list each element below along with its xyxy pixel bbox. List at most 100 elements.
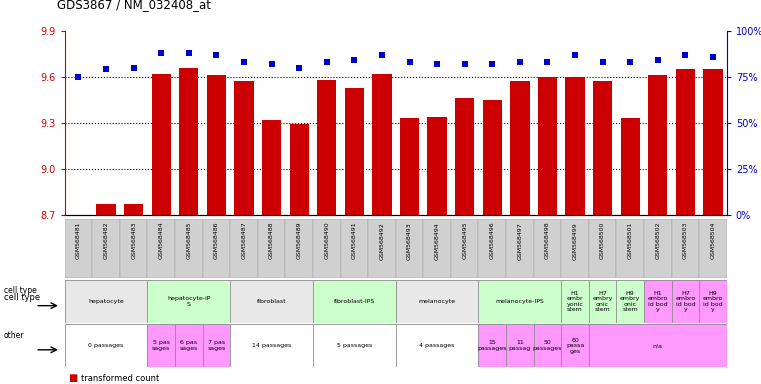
Bar	[151, 74, 171, 215]
Text: H9
embry
onic
stem: H9 embry onic stem	[620, 291, 641, 312]
Text: GSM568488: GSM568488	[269, 222, 274, 259]
Bar	[671, 280, 699, 323]
Bar	[400, 118, 419, 215]
Text: 60
passa
ges: 60 passa ges	[566, 338, 584, 354]
Text: hepatocyte: hepatocyte	[88, 299, 124, 304]
Bar	[124, 204, 143, 215]
Text: GDS3867 / NM_032408_at: GDS3867 / NM_032408_at	[57, 0, 211, 12]
Bar	[533, 324, 561, 367]
Bar	[148, 219, 175, 278]
Text: GSM568504: GSM568504	[711, 222, 715, 259]
Text: 4 passages: 4 passages	[419, 343, 455, 348]
Bar	[175, 219, 202, 278]
Text: H9
embro
id bod
y: H9 embro id bod y	[702, 291, 723, 312]
Bar	[451, 219, 479, 278]
Bar	[671, 219, 699, 278]
Bar	[620, 118, 640, 215]
Bar	[482, 100, 502, 215]
Bar	[428, 117, 447, 215]
Text: transformed count: transformed count	[81, 374, 160, 383]
Bar	[648, 75, 667, 215]
Text: GSM568484: GSM568484	[159, 222, 164, 260]
Text: H1
embr
yonic
stem: H1 embr yonic stem	[567, 291, 584, 312]
Bar	[593, 81, 613, 215]
Bar	[65, 280, 148, 323]
Bar	[65, 324, 148, 367]
Bar	[372, 74, 392, 215]
Text: GSM568502: GSM568502	[655, 222, 661, 259]
Bar	[120, 219, 148, 278]
Bar	[396, 219, 423, 278]
Bar	[148, 280, 230, 323]
Text: GSM568496: GSM568496	[490, 222, 495, 260]
Bar	[561, 219, 589, 278]
Bar	[506, 324, 533, 367]
Text: 0 passages: 0 passages	[88, 343, 124, 348]
Text: GSM568499: GSM568499	[572, 222, 578, 260]
Text: GSM568487: GSM568487	[241, 222, 247, 260]
Text: GSM568481: GSM568481	[76, 222, 81, 259]
Text: GSM568501: GSM568501	[628, 222, 632, 259]
Text: H7
embry
onic
stem: H7 embry onic stem	[592, 291, 613, 312]
Bar	[510, 81, 530, 215]
Text: GSM568500: GSM568500	[600, 222, 605, 259]
Bar	[479, 324, 506, 367]
Bar	[644, 219, 671, 278]
Text: H1
embro
id bod
y: H1 embro id bod y	[648, 291, 668, 312]
Text: n/a: n/a	[653, 343, 663, 348]
Text: other: other	[4, 331, 24, 339]
Text: GSM568497: GSM568497	[517, 222, 522, 260]
Bar	[345, 88, 364, 215]
Text: GSM568489: GSM568489	[297, 222, 301, 260]
Text: cell type: cell type	[4, 293, 40, 302]
Text: 5 pas
sages: 5 pas sages	[152, 340, 170, 351]
Bar	[565, 77, 584, 215]
Bar	[341, 219, 368, 278]
Text: GSM568494: GSM568494	[435, 222, 440, 260]
Text: ■: ■	[68, 373, 78, 383]
Text: GSM568503: GSM568503	[683, 222, 688, 259]
Text: 7 pas
sages: 7 pas sages	[207, 340, 225, 351]
Bar	[234, 81, 253, 215]
Bar	[175, 324, 202, 367]
Bar	[285, 219, 313, 278]
Text: GSM568483: GSM568483	[131, 222, 136, 260]
Bar	[479, 280, 561, 323]
Bar	[202, 324, 230, 367]
Bar	[313, 324, 396, 367]
Bar	[230, 219, 258, 278]
Bar	[479, 219, 506, 278]
Bar	[230, 280, 313, 323]
Bar	[506, 219, 533, 278]
Bar	[561, 280, 589, 323]
Bar	[313, 219, 340, 278]
Bar	[589, 219, 616, 278]
Text: 6 pas
sages: 6 pas sages	[180, 340, 198, 351]
Bar	[313, 280, 396, 323]
Bar	[65, 219, 92, 278]
Bar	[258, 219, 285, 278]
Bar	[699, 219, 727, 278]
Text: 50
passages: 50 passages	[533, 340, 562, 351]
Text: melanocyte-IPS: melanocyte-IPS	[495, 299, 544, 304]
Bar	[644, 280, 671, 323]
Text: GSM568495: GSM568495	[462, 222, 467, 260]
Bar	[368, 219, 396, 278]
Bar	[396, 280, 479, 323]
Bar	[616, 280, 644, 323]
Bar	[179, 68, 199, 215]
Text: GSM568486: GSM568486	[214, 222, 219, 259]
Bar	[423, 219, 451, 278]
Bar	[616, 219, 644, 278]
Text: GSM568485: GSM568485	[186, 222, 191, 259]
Text: 11
passag: 11 passag	[509, 340, 531, 351]
Bar	[97, 204, 116, 215]
Text: GSM568492: GSM568492	[380, 222, 384, 260]
Text: 14 passages: 14 passages	[252, 343, 291, 348]
Bar	[230, 324, 313, 367]
Text: GSM568491: GSM568491	[352, 222, 357, 260]
Bar	[396, 324, 479, 367]
Text: GSM568493: GSM568493	[407, 222, 412, 260]
Bar	[589, 324, 727, 367]
Bar	[561, 324, 589, 367]
